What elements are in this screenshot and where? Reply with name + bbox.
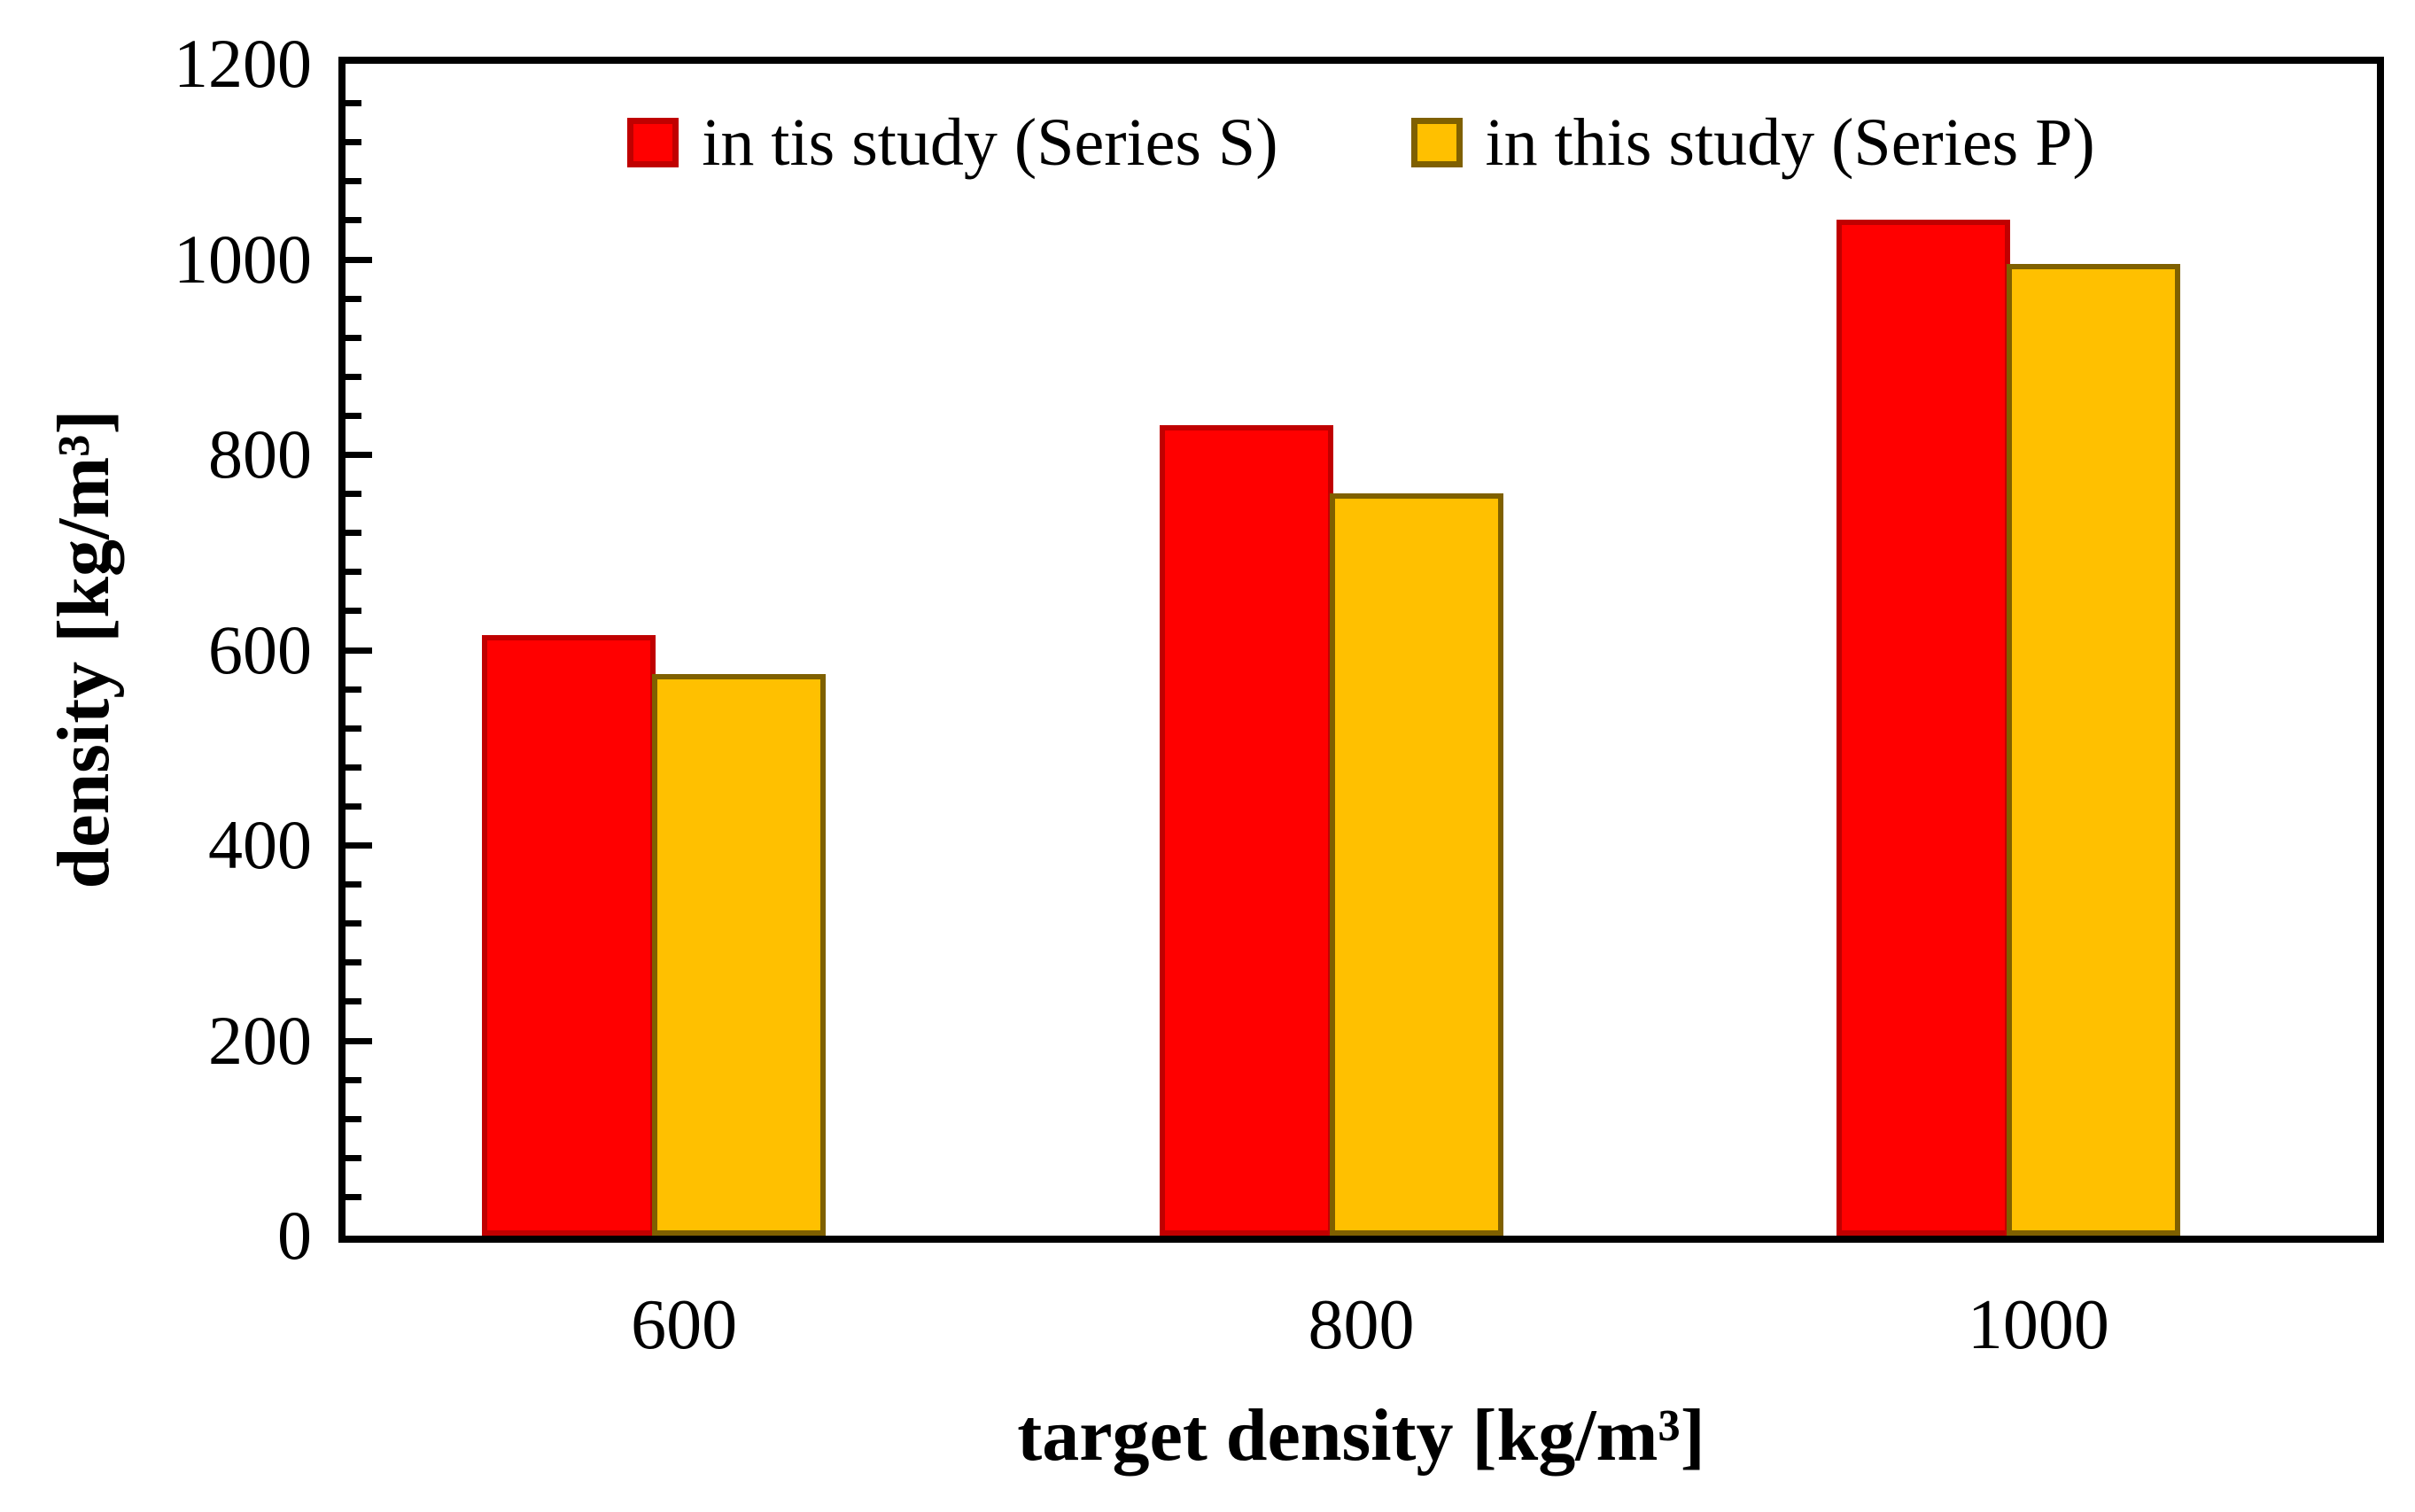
y-axis-minor-tick [346,412,361,419]
bar-series-p-600 [652,674,827,1236]
y-tick-label-800: 800 [208,415,312,492]
y-tick-label-400: 400 [208,806,312,883]
y-axis-minor-tick [346,725,361,732]
bar-series-p-1000 [2006,264,2180,1236]
bar-series-p-800 [1329,493,1503,1236]
legend-label-series-s: in tis study (Series S) [702,105,1278,180]
x-axis-title: target density [kg/m³] [1017,1394,1705,1477]
plot-area: in tis study (Series S) in this study (S… [338,57,2384,1243]
bar-series-s-600 [482,635,656,1236]
y-axis-minor-tick [346,920,361,927]
bar-series-s-1000 [1836,220,2010,1236]
legend-item-series-s: in tis study (Series S) [627,103,1278,182]
y-axis-minor-tick [346,686,361,693]
y-axis-minor-tick [346,295,361,302]
y-axis-minor-tick [346,334,361,341]
y-axis-ticks [346,64,2377,1236]
y-tick-label-1200: 1200 [174,25,312,102]
y-axis-minor-tick [346,881,361,888]
y-axis-minor-tick [346,178,361,185]
y-axis-minor-tick [346,491,361,498]
x-tick-label-600: 600 [631,1286,738,1364]
y-axis-minor-tick [346,373,361,380]
y-axis-minor-tick [346,569,361,576]
y-axis-minor-tick [346,217,361,224]
y-axis-minor-tick [346,100,361,107]
y-axis-major-tick [346,256,372,263]
y-axis-major-tick [346,1037,372,1044]
legend-marker-series-s-icon [627,118,679,167]
y-axis-minor-tick [346,959,361,966]
y-axis-minor-tick [346,608,361,615]
y-axis-minor-tick [346,1076,361,1083]
y-axis-minor-tick [346,764,361,771]
y-axis-minor-tick [346,530,361,537]
y-axis-minor-tick [346,1115,361,1122]
y-tick-label-200: 200 [208,1001,312,1079]
y-axis-major-tick [346,647,372,654]
legend: in tis study (Series S) in this study (S… [346,103,2377,182]
x-tick-label-1000: 1000 [1967,1286,2109,1364]
legend-item-series-p: in this study (Series P) [1410,103,2095,182]
legend-label-series-p: in this study (Series P) [1485,105,2095,180]
y-axis-minor-tick [346,998,361,1005]
y-tick-label-0: 0 [277,1197,312,1274]
x-tick-label-800: 800 [1308,1286,1415,1364]
y-tick-label-600: 600 [208,610,312,688]
legend-marker-series-p-icon [1410,118,1463,167]
y-axis-minor-tick [346,1193,361,1200]
y-axis-major-tick [346,842,372,849]
y-axis-minor-tick [346,1154,361,1161]
y-axis-minor-tick [346,139,361,146]
bars-layer [346,64,2377,1236]
bar-series-s-800 [1159,425,1333,1236]
y-axis-minor-tick [346,803,361,810]
y-tick-label-1000: 1000 [174,220,312,298]
y-axis-major-tick [346,452,372,458]
